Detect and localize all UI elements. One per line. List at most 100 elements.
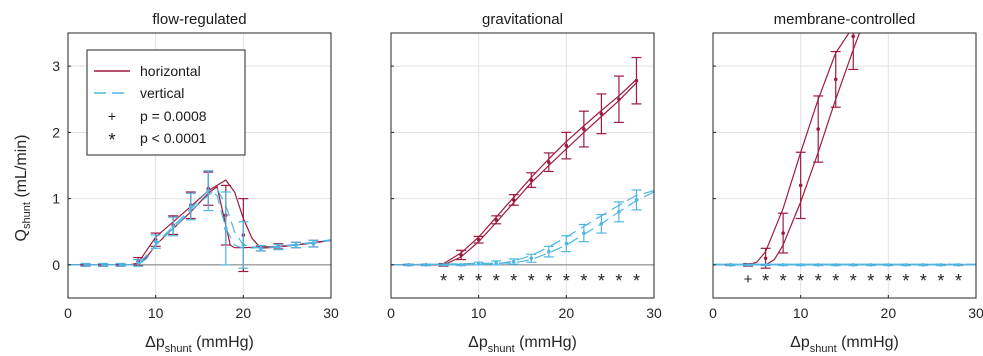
data-point-vertical [441, 263, 446, 267]
legend-label-sig2: p < 0.0001 [140, 130, 207, 146]
y-tick-label: 2 [52, 124, 60, 140]
data-point-vertical [763, 263, 768, 267]
x-axis-label: Δpshunt (mmHg) [468, 334, 577, 355]
plot-area [391, 33, 654, 298]
data-point-vertical [547, 249, 551, 254]
x-tick-label: 30 [323, 305, 339, 321]
y-tick-label: 0 [52, 257, 60, 273]
data-point-vertical [833, 263, 838, 267]
data-point-vertical [294, 243, 298, 247]
data-point-horizontal [763, 256, 768, 261]
significance-marker: * [580, 271, 587, 291]
data-point-vertical [798, 263, 803, 267]
data-point-vertical [816, 263, 820, 267]
data-point-vertical [956, 263, 961, 267]
data-point-vertical [511, 259, 516, 264]
data-point-horizontal [459, 253, 463, 257]
data-point-vertical [494, 261, 499, 265]
x-tick-label: 0 [387, 305, 395, 321]
x-tick-label: 10 [148, 305, 164, 321]
legend-label-sig1: p = 0.0008 [140, 108, 207, 124]
data-point-vertical [617, 210, 621, 214]
data-point-vertical [564, 241, 569, 246]
legend-marker-star: * [108, 130, 115, 150]
significance-marker: * [832, 271, 839, 291]
data-point-horizontal [833, 77, 838, 82]
data-point-vertical [83, 263, 88, 267]
data-point-horizontal [582, 127, 586, 131]
significance-marker: * [493, 271, 500, 291]
data-point-horizontal [781, 231, 785, 235]
data-point-vertical [529, 256, 534, 261]
series-line-vertical [391, 191, 654, 266]
data-point-vertical [921, 263, 926, 267]
significance-marker: * [762, 271, 769, 291]
data-point-vertical [224, 226, 228, 231]
axes-frame [712, 32, 977, 299]
significance-marker: * [867, 271, 874, 291]
data-point-horizontal [617, 97, 621, 102]
legend-label-horizontal: horizontal [140, 63, 201, 79]
significance-marker: * [850, 271, 857, 291]
panel-gravitational: * * * * * * * * * * * * 0 10 20 30 gravitational Δpshunt … [387, 11, 662, 355]
data-point-vertical [599, 222, 604, 226]
panel-membrane-controlled: + * * * * * * * * * * * * 0 10 20 30 membrane-controlled Δ… [709, 11, 983, 355]
data-point-horizontal [476, 237, 481, 242]
x-axis-label: Δpshunt (mmHg) [790, 334, 899, 355]
significance-marker: * [885, 271, 892, 291]
data-point-vertical [136, 261, 140, 265]
data-point-horizontal [798, 183, 803, 188]
significance-marker: * [955, 271, 962, 291]
panel-title: gravitational [482, 11, 563, 28]
significance-marker: * [475, 271, 482, 291]
data-point-horizontal [529, 178, 534, 182]
data-point-vertical [728, 263, 733, 267]
significance-marker: * [615, 271, 622, 291]
data-point-vertical [259, 246, 263, 251]
data-point-vertical [118, 263, 123, 267]
plot-content [391, 56, 654, 267]
data-point-vertical [406, 263, 411, 267]
data-point-vertical [582, 231, 586, 235]
data-point-vertical [188, 204, 193, 209]
data-point-horizontal [494, 218, 499, 222]
axes-frame [67, 32, 332, 299]
data-point-horizontal [816, 127, 820, 131]
significance-marker: * [920, 271, 927, 291]
data-point-vertical [939, 263, 943, 267]
significance-marker: * [797, 271, 804, 291]
significance-marker: * [598, 271, 605, 291]
data-point-vertical [781, 263, 785, 267]
data-point-vertical [153, 239, 158, 244]
x-tick-label: 0 [64, 305, 72, 321]
y-axis-label: Qshunt (mL/min) [13, 135, 33, 242]
legend-marker-plus: + [108, 108, 116, 124]
significance-marker: * [937, 271, 944, 291]
data-point-horizontal [851, 34, 856, 39]
legend: horizontal vertical + p = 0.0008 * p < 0… [86, 49, 246, 156]
data-point-vertical [276, 245, 281, 249]
significance-marker: + [744, 271, 753, 288]
series-line-horizontal [391, 78, 637, 266]
x-tick-label: 10 [793, 305, 809, 321]
data-point-vertical [311, 241, 316, 246]
data-point-vertical [206, 188, 211, 193]
data-point-vertical [459, 263, 463, 267]
significance-marker: * [633, 271, 640, 291]
x-tick-label: 30 [646, 305, 662, 321]
significance-marker: * [902, 271, 909, 291]
data-point-vertical [634, 198, 639, 202]
data-point-vertical [886, 263, 891, 267]
significance-marker: * [563, 271, 570, 291]
significance-marker: * [780, 271, 787, 291]
panel-title: membrane-controlled [774, 11, 916, 28]
data-point-vertical [904, 263, 908, 267]
panel-title: flow-regulated [152, 11, 246, 28]
plot-content [713, 33, 976, 269]
significance-marker: * [510, 271, 517, 291]
x-tick-label: 20 [236, 305, 252, 321]
data-point-horizontal [547, 160, 551, 164]
data-point-horizontal [564, 143, 569, 148]
